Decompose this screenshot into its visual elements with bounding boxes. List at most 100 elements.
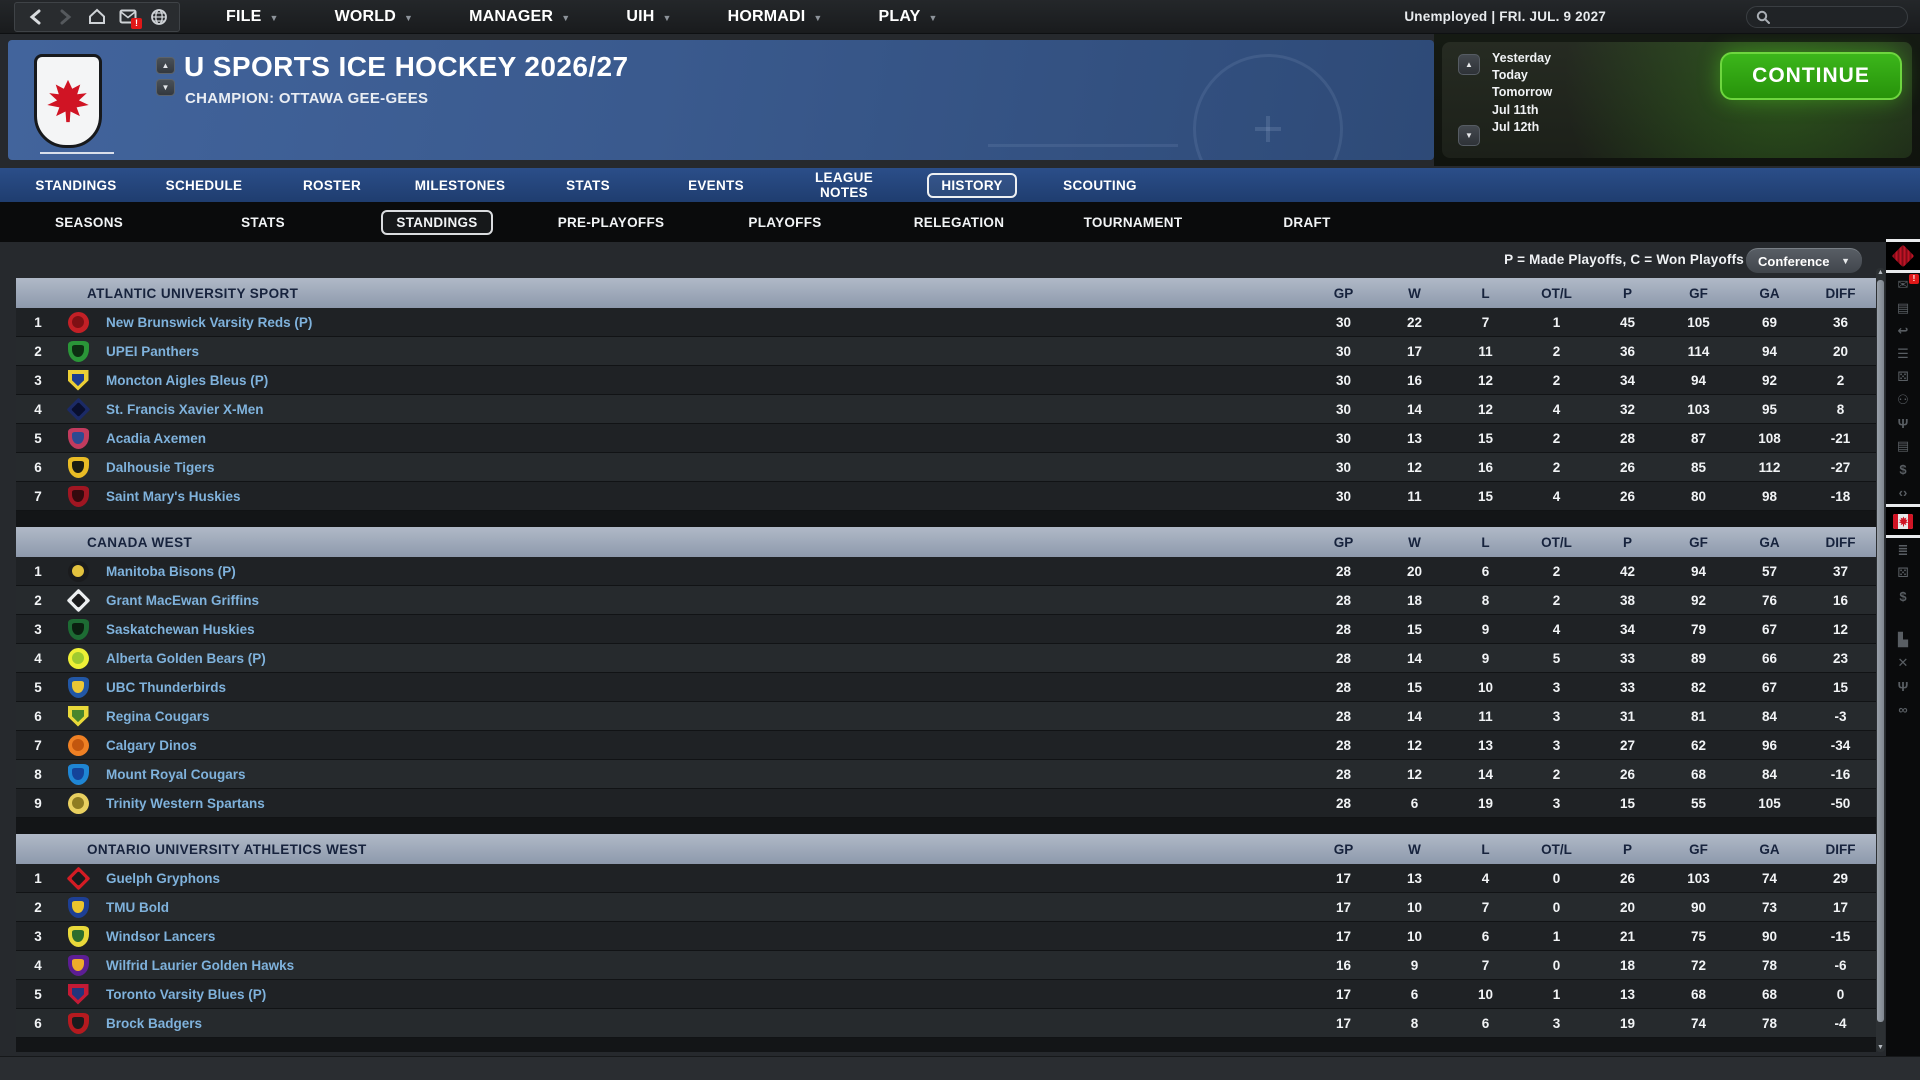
table-row[interactable]: 2 UPEI Panthers 30 17 11 2 36 114 94 20 <box>16 337 1876 366</box>
close-icon[interactable]: ✕ <box>1897 655 1909 670</box>
team-name-link[interactable]: Trinity Western Spartans <box>106 795 265 811</box>
contracts-icon[interactable]: $ <box>1899 461 1907 477</box>
search-input[interactable] <box>1746 6 1908 28</box>
canada-flag-icon[interactable] <box>1886 504 1920 538</box>
table-row[interactable]: 4 Wilfrid Laurier Golden Hawks 16 9 7 0 18 72 78… <box>16 951 1876 980</box>
cards-icon[interactable]: ▤ <box>1896 300 1910 315</box>
continue-button[interactable]: CONTINUE <box>1720 52 1902 100</box>
subtab-draft[interactable]: DRAFT <box>1283 214 1331 230</box>
team-name-link[interactable]: Regina Cougars <box>106 708 210 724</box>
notes-icon[interactable]: ▤ <box>1896 438 1910 453</box>
finance-icon[interactable]: $ <box>1899 588 1907 604</box>
table-row[interactable]: 9 Trinity Western Spartans 28 6 19 3 15 55 105 -5… <box>16 789 1876 818</box>
team-name-link[interactable]: Alberta Golden Bears (P) <box>106 650 266 666</box>
table-row[interactable]: 1 New Brunswick Varsity Reds (P) 30 22 7 1 45 1… <box>16 308 1876 337</box>
table-row[interactable]: 4 Alberta Golden Bears (P) 28 14 9 5 33 89 66 23 <box>16 644 1876 673</box>
menu-play[interactable]: PLAY ▼ <box>878 7 938 25</box>
team-name-link[interactable]: UPEI Panthers <box>106 343 200 359</box>
subtab-stats[interactable]: STATS <box>241 214 285 230</box>
date-item[interactable]: Jul 12th <box>1492 119 1540 134</box>
table-row[interactable]: 6 Regina Cougars 28 14 11 3 31 81 84 -3 <box>16 702 1876 731</box>
subtab-pre-playoffs[interactable]: PRE-PLAYOFFS <box>557 214 665 230</box>
team-name-link[interactable]: Saint Mary's Huskies <box>106 488 241 504</box>
tab-standings[interactable]: STANDINGS <box>35 177 117 193</box>
team-name-link[interactable]: Saskatchewan Huskies <box>106 621 255 637</box>
table-row[interactable]: 3 Moncton Aigles Bleus (P) 30 16 12 2 34 94 92 2 <box>16 366 1876 395</box>
tab-schedule[interactable]: SCHEDULE <box>165 177 243 193</box>
chart-bars-icon[interactable]: ▙ <box>1898 632 1908 647</box>
tab-league-notes[interactable]: LEAGUE NOTES <box>814 170 874 200</box>
return-arrow-icon[interactable]: ↩ <box>1897 323 1909 338</box>
subtab-seasons[interactable]: SEASONS <box>54 214 124 230</box>
scrollbar-thumb[interactable] <box>1877 280 1884 1022</box>
team-name-link[interactable]: Dalhousie Tigers <box>106 459 215 475</box>
date-down-button[interactable]: ▼ <box>1458 125 1480 146</box>
table-row[interactable]: 8 Mount Royal Cougars 28 12 14 2 26 68 84 -16 <box>16 760 1876 789</box>
scroll-up-icon[interactable]: ▲ <box>1877 269 1884 276</box>
table-row[interactable]: 6 Dalhousie Tigers 30 12 16 2 26 85 112 -27 <box>16 453 1876 482</box>
subtab-playoffs[interactable]: PLAYOFFS <box>748 214 822 230</box>
table-row[interactable]: 7 Calgary Dinos 28 12 13 3 27 62 96 -34 <box>16 731 1876 760</box>
home-icon[interactable] <box>86 6 108 28</box>
menu-uih[interactable]: UIH ▼ <box>626 7 672 25</box>
date-item[interactable]: Today <box>1492 68 1528 83</box>
team-name-link[interactable]: St. Francis Xavier X-Men <box>106 401 264 417</box>
team-name-link[interactable]: Acadia Axemen <box>106 430 207 446</box>
league-logo-icon[interactable] <box>1886 239 1920 273</box>
table-row[interactable]: 2 Grant MacEwan Griffins 28 18 8 2 38 92 76 16 <box>16 586 1876 615</box>
menu-file[interactable]: FILE ▼ <box>226 7 279 25</box>
team-name-link[interactable]: TMU Bold <box>106 899 169 915</box>
binoculars-icon[interactable]: ∞ <box>1898 701 1908 717</box>
tab-history[interactable]: HISTORY <box>908 172 1036 198</box>
date-item[interactable]: Yesterday <box>1492 51 1552 65</box>
dice2-icon[interactable]: ⚄ <box>1897 565 1909 580</box>
table-row[interactable]: 5 Acadia Axemen 30 13 15 2 28 87 108 -21 <box>16 424 1876 453</box>
team-name-link[interactable]: Guelph Gryphons <box>106 870 221 886</box>
table-row[interactable]: 3 Windsor Lancers 17 10 6 1 21 75 90 -15 <box>16 922 1876 951</box>
team-name-link[interactable]: Grant MacEwan Griffins <box>106 592 260 608</box>
code-icon[interactable]: ‹› <box>1898 484 1908 500</box>
table-row[interactable]: 6 Brock Badgers 17 8 6 3 19 74 78 -4 <box>16 1009 1876 1038</box>
staff-icon[interactable]: ⚇ <box>1897 392 1909 407</box>
table-row[interactable]: 2 TMU Bold 17 10 7 0 20 90 73 17 <box>16 893 1876 922</box>
tab-milestones[interactable]: MILESTONES <box>414 177 506 193</box>
subtab-relegation[interactable]: RELEGATION <box>913 214 1005 230</box>
table-row[interactable]: 5 Toronto Varsity Blues (P) 17 6 10 1 13 68 68 0 <box>16 980 1876 1009</box>
next-league-button[interactable]: ▼ <box>156 79 175 96</box>
team-name-link[interactable]: Moncton Aigles Bleus (P) <box>106 372 269 388</box>
table-row[interactable]: 4 St. Francis Xavier X-Men 30 14 12 4 32 103 95 8 <box>16 395 1876 424</box>
team-name-link[interactable]: Manitoba Bisons (P) <box>106 563 236 579</box>
subtab-tournament[interactable]: TOURNAMENT <box>1083 214 1183 230</box>
menu-manager[interactable]: MANAGER ▼ <box>469 7 571 25</box>
back-icon[interactable] <box>24 6 46 28</box>
subtab-standings[interactable]: STANDINGS <box>350 209 524 235</box>
inbox-icon[interactable]: ✉! <box>1886 274 1920 296</box>
vertical-scrollbar[interactable]: ▲ ▼ <box>1876 268 1885 1052</box>
team-name-link[interactable]: Mount Royal Cougars <box>106 766 246 782</box>
team-name-link[interactable]: Windsor Lancers <box>106 928 216 944</box>
team-name-link[interactable]: Brock Badgers <box>106 1015 203 1031</box>
table-row[interactable]: 1 Guelph Gryphons 17 13 4 0 26 103 74 29 <box>16 864 1876 893</box>
trophy-icon[interactable]: Ψ <box>1897 415 1909 431</box>
team-name-link[interactable]: Wilfrid Laurier Golden Hawks <box>106 957 295 973</box>
table-row[interactable]: 5 UBC Thunderbirds 28 15 10 3 33 82 67 15 <box>16 673 1876 702</box>
dice-icon[interactable]: ⚄ <box>1897 369 1909 384</box>
tab-stats[interactable]: STATS <box>566 177 610 193</box>
menu-lines-icon[interactable]: ☰ <box>1897 346 1909 361</box>
menu-world[interactable]: WORLD ▼ <box>334 7 414 25</box>
date-up-button[interactable]: ▲ <box>1458 54 1480 75</box>
team-name-link[interactable]: Calgary Dinos <box>106 737 197 753</box>
tab-roster[interactable]: ROSTER <box>302 177 362 193</box>
team-name-link[interactable]: UBC Thunderbirds <box>106 679 226 695</box>
scroll-down-icon[interactable]: ▼ <box>1877 1044 1884 1051</box>
globe-icon[interactable] <box>148 6 170 28</box>
trophy2-icon[interactable]: Ψ <box>1897 678 1909 694</box>
forward-icon[interactable] <box>55 6 77 28</box>
menu-hormadi[interactable]: HORMADI ▼ <box>727 7 823 25</box>
date-item[interactable]: Jul 11th <box>1492 102 1539 117</box>
team-name-link[interactable]: New Brunswick Varsity Reds (P) <box>106 314 313 330</box>
list-icon[interactable]: ≣ <box>1897 542 1909 557</box>
conference-dropdown[interactable]: Conference ▼ <box>1746 248 1862 273</box>
table-row[interactable]: 1 Manitoba Bisons (P) 28 20 6 2 42 94 57 37 <box>16 557 1876 586</box>
inbox-icon[interactable]: ! <box>117 6 142 29</box>
